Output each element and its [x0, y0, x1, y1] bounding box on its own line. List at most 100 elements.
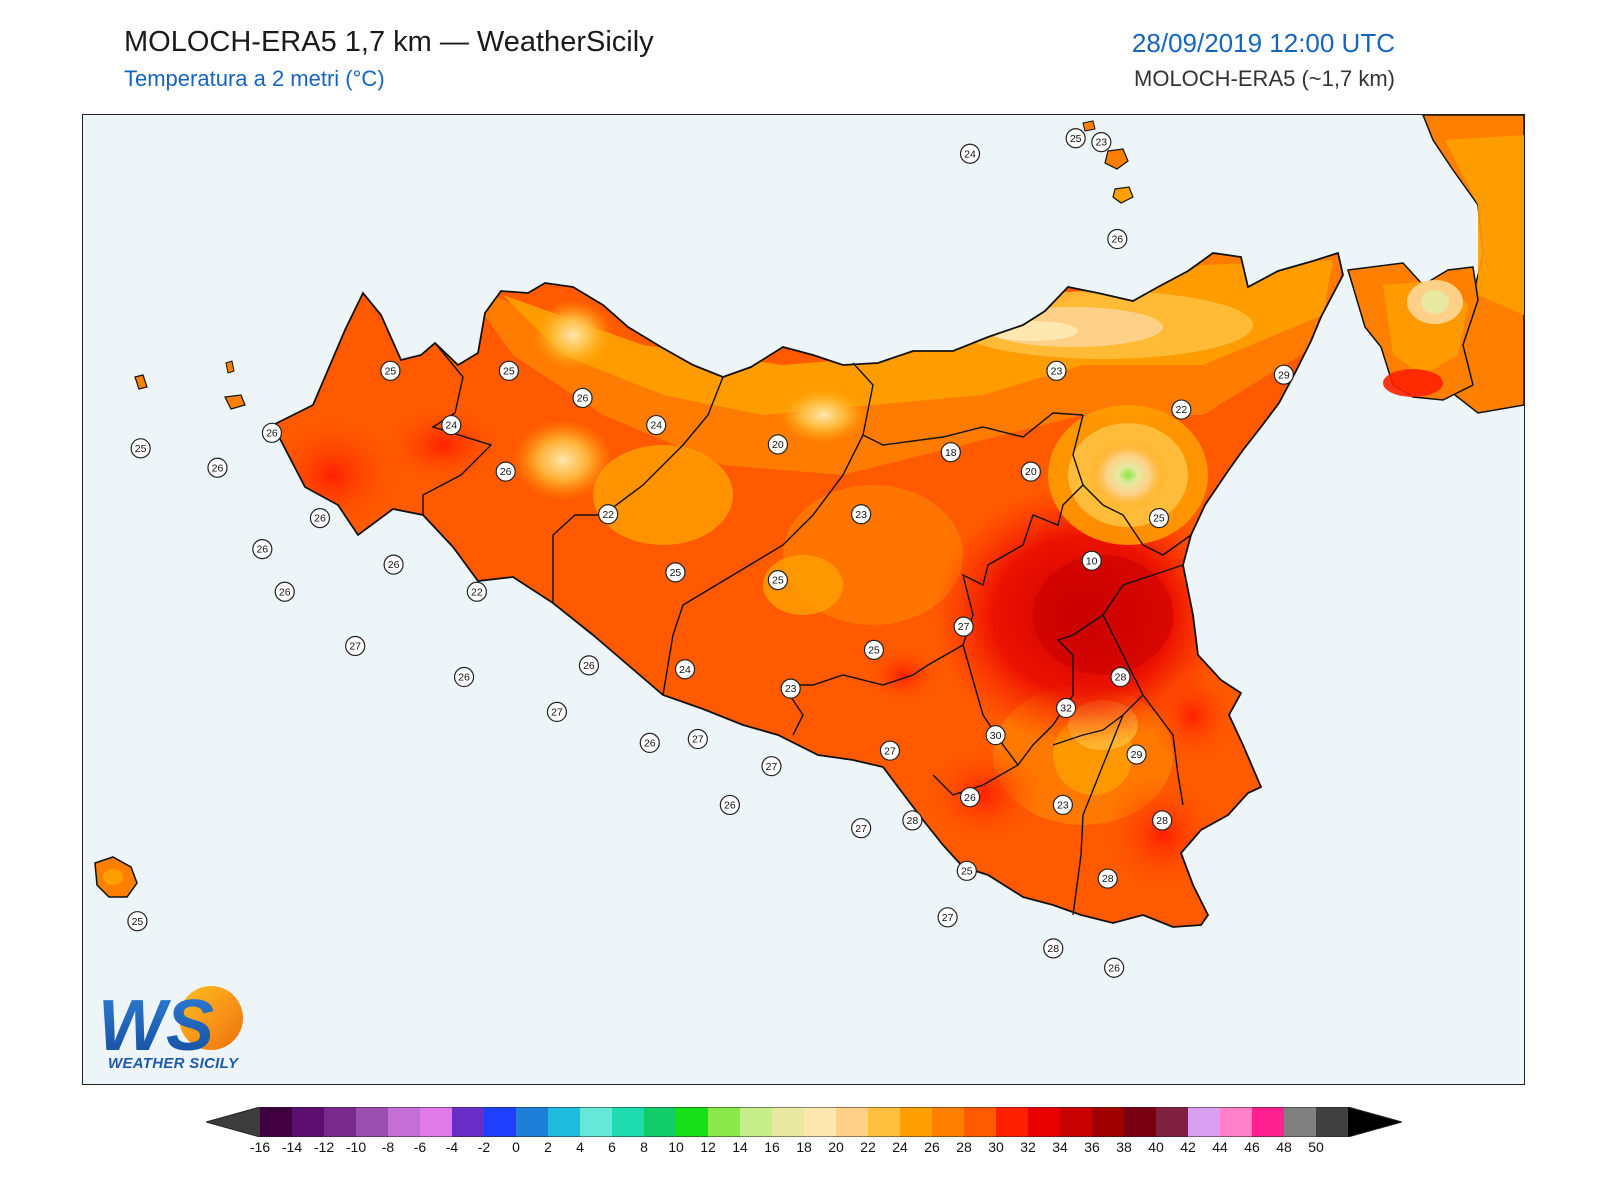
colorbar-tick-label: 28 [956, 1139, 972, 1155]
station-value: 23 [1095, 137, 1107, 149]
station-marker-circle [345, 635, 366, 657]
station-marker-circle [207, 457, 228, 478]
station-marker-circle [780, 678, 801, 699]
colorbar-segment [1156, 1107, 1189, 1137]
station-marker-circle [1273, 364, 1294, 385]
station-value: 20 [772, 439, 784, 451]
station-marker: 28 [1110, 666, 1131, 688]
station-marker: 27 [953, 616, 974, 637]
colorbar-segment [772, 1107, 805, 1137]
station-value: 22 [1176, 404, 1188, 416]
colorbar-segment [644, 1107, 677, 1137]
station-value: 27 [551, 707, 563, 719]
station-value: 32 [1060, 703, 1072, 715]
colorbar-tick-label: 10 [668, 1139, 684, 1155]
station-marker-circle [261, 422, 283, 443]
station-marker: 26 [495, 461, 516, 482]
sicily-landmass [271, 251, 1344, 928]
station-value: 26 [266, 427, 278, 439]
station-value: 25 [132, 916, 144, 928]
station-marker: 25 [863, 639, 885, 660]
station-marker-circle [1148, 508, 1170, 529]
station-marker: 24 [646, 414, 667, 436]
station-marker: 22 [598, 504, 619, 525]
station-marker-circle [719, 794, 740, 816]
station-value: 26 [500, 466, 512, 478]
station-marker-circle [1091, 132, 1112, 153]
colorbar-tick-labels: -16 -14 -12 -10 -8 -6 -4 -2 0 2 4 6 8 10 12 14 16 18 20 22 2… [0, 1137, 1600, 1157]
station-marker: 28 [1152, 810, 1173, 831]
station-marker-circle [851, 504, 872, 525]
colorbar-segment [932, 1107, 965, 1137]
colorbar-segment [356, 1107, 389, 1137]
station-marker: 26 [639, 732, 660, 754]
station-marker-circle [767, 570, 788, 591]
station-marker-circle [940, 442, 961, 463]
station-marker: 25 [1148, 508, 1170, 529]
temperature-colorbar [206, 1107, 1402, 1137]
colorbar-tick-label: 12 [700, 1139, 716, 1155]
station-value: 27 [692, 734, 704, 746]
station-marker: 26 [959, 787, 981, 808]
station-value: 23 [1051, 365, 1063, 377]
station-value: 23 [855, 509, 867, 521]
station-marker-circle [1081, 550, 1102, 571]
station-value: 25 [1070, 133, 1082, 145]
station-marker-circle [665, 562, 686, 583]
station-value: 26 [388, 559, 400, 571]
colorbar-tick-label: 30 [988, 1139, 1004, 1155]
colorbar-segment [580, 1107, 613, 1137]
colorbar-segment [292, 1107, 325, 1137]
colorbar-tick-label: 44 [1212, 1139, 1228, 1155]
colorbar-segment [964, 1107, 997, 1137]
station-value: 26 [1108, 962, 1120, 974]
station-value: 27 [855, 823, 867, 835]
pantelleria-island [94, 856, 138, 898]
station-marker: 26 [572, 387, 593, 409]
station-value: 24 [650, 420, 662, 432]
logo-mark: WS [98, 986, 243, 1066]
station-marker: 27 [345, 635, 366, 657]
station-marker: 24 [674, 659, 696, 680]
station-value: 27 [766, 761, 778, 773]
colorbar-segment [452, 1107, 485, 1137]
station-marker-circle [127, 911, 148, 932]
station-marker-circle [383, 554, 404, 575]
station-marker: 22 [1171, 399, 1192, 420]
station-value: 26 [1111, 234, 1123, 246]
station-marker-circle [578, 655, 600, 676]
station-markers: 24 25 23 26 25 25 26 24 24 26 25 26 26 20 18 20 23 22 29 26… [127, 128, 1294, 978]
station-marker-circle [466, 581, 487, 602]
station-value: 26 [279, 586, 291, 598]
map-title: MOLOCH-ERA5 1,7 km — WeatherSicily [124, 26, 654, 58]
colorbar-tick-label: -12 [313, 1139, 335, 1155]
colorbar-tick-label: 50 [1308, 1139, 1324, 1155]
station-value: 26 [964, 792, 976, 804]
station-value: 26 [314, 513, 326, 525]
station-marker: 28 [902, 810, 923, 831]
colorbar-segment [516, 1107, 549, 1137]
station-marker-circle [863, 639, 885, 660]
station-marker-circle [309, 508, 331, 529]
colorbar-tick-label: 32 [1020, 1139, 1036, 1155]
station-marker-circle [572, 387, 593, 409]
station-value: 26 [256, 544, 268, 556]
colorbar-segment [1188, 1107, 1221, 1137]
station-marker: 30 [985, 725, 1006, 746]
colorbar-segment [708, 1107, 741, 1137]
station-marker-circle [1046, 360, 1067, 381]
colorbar-tick-label: -10 [345, 1139, 367, 1155]
colorbar-tick-label: 20 [828, 1139, 844, 1155]
station-marker-circle [1110, 666, 1131, 688]
station-marker: 23 [851, 504, 872, 525]
colorbar-tick-label: -16 [249, 1139, 271, 1155]
station-marker-circle [767, 434, 788, 455]
station-marker-circle [1107, 228, 1128, 250]
station-marker: 27 [687, 728, 708, 750]
station-marker-circle [674, 659, 696, 680]
colorbar-tick-label: 38 [1116, 1139, 1132, 1155]
station-value: 28 [1156, 815, 1168, 827]
station-value: 27 [884, 745, 896, 757]
colorbar-tick-label: 4 [576, 1139, 584, 1155]
station-marker-circle [902, 810, 923, 831]
